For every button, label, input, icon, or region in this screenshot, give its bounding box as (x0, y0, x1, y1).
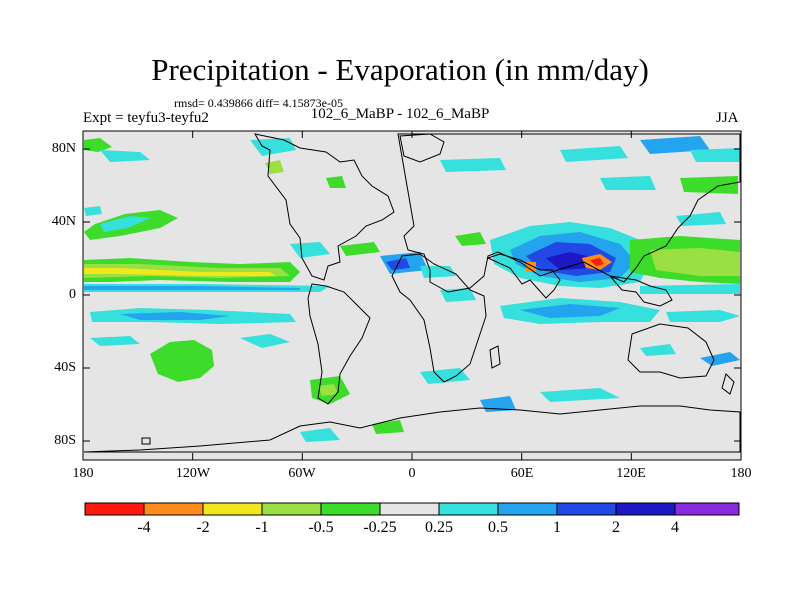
colorbar-label: -0.25 (363, 519, 397, 536)
lon-label-180w: 180 (72, 466, 94, 481)
colorbar (84, 502, 740, 516)
field-patch (640, 344, 676, 356)
field-patch (676, 212, 726, 226)
field-patch (690, 148, 740, 162)
experiment-period-subtitle: 102_6_MaBP - 102_6_MaBP (310, 106, 490, 122)
field-patch (560, 146, 628, 162)
coastline-africa (391, 253, 487, 383)
colorbar-box-2 (143, 502, 204, 516)
field-patch (600, 176, 656, 190)
coastline-new-zealand (721, 373, 735, 395)
field-patch (520, 304, 620, 318)
coastline-antarctic-island (141, 437, 151, 445)
lat-label-40s: 40S (54, 360, 76, 375)
colorbar-label: -0.5 (308, 519, 334, 536)
coastline-arabia-india (486, 253, 561, 299)
field-patch (120, 312, 230, 320)
season-label: JJA (716, 110, 739, 126)
colorbar-label: 4 (671, 519, 679, 536)
field-patch (300, 428, 340, 442)
field-patch (650, 248, 740, 276)
field-patch (100, 150, 150, 162)
colorbar-label: -4 (137, 519, 151, 536)
coastlines (83, 133, 741, 453)
axis-ticks (82, 131, 742, 460)
colorbar-box-8 (497, 502, 558, 516)
field-patch (84, 286, 300, 290)
coastline-australia (627, 323, 715, 379)
field-patch (240, 334, 290, 348)
lon-label-180e: 180 (730, 466, 752, 481)
coastline-north-america (254, 133, 395, 281)
colorbar-box-10 (615, 502, 676, 516)
colorbar-label: 2 (612, 519, 620, 536)
coastline-south-america (307, 283, 371, 405)
field-patch (420, 368, 470, 384)
field-patch (590, 258, 604, 266)
coastline-madagascar (489, 345, 501, 369)
colorbar-box-5 (320, 502, 381, 516)
field-patch (440, 158, 506, 172)
colorbar-label: 0.25 (425, 519, 453, 536)
field-patch (326, 176, 346, 188)
lon-label-120w: 120W (175, 466, 211, 481)
colorbar-box-9 (556, 502, 617, 516)
coastline-eurasia (397, 133, 741, 293)
field-patch (666, 310, 740, 322)
field-patch (265, 160, 284, 174)
field-patch (84, 268, 276, 276)
field-patch (250, 138, 296, 156)
colorbar-label: -2 (196, 519, 210, 536)
lat-label-80n: 80N (51, 141, 76, 156)
colorbar-box-11 (674, 502, 740, 516)
anomaly-field (84, 136, 740, 442)
colorbar-box-6 (379, 502, 440, 516)
lon-label-60w: 60W (288, 466, 316, 481)
colorbar-label: -1 (255, 519, 269, 536)
lat-label-0: 0 (69, 287, 76, 302)
plot-title: Precipitation - Evaporation (in mm/day) (151, 52, 649, 87)
field-patch (318, 384, 338, 396)
field-patch (90, 336, 140, 346)
field-patch (84, 206, 102, 216)
lat-label-40n: 40N (51, 214, 76, 229)
colorbar-label: 0.5 (488, 519, 508, 536)
field-patch (420, 266, 456, 278)
lon-label-60e: 60E (510, 466, 534, 481)
field-patch (290, 242, 330, 258)
coastline-southeast-asia (608, 275, 673, 307)
field-patch (100, 216, 150, 232)
field-patch (84, 138, 112, 152)
field-patch (546, 252, 596, 270)
colorbar-box-3 (202, 502, 263, 516)
lat-label-80s: 80S (54, 433, 76, 448)
lon-label-0: 0 (408, 466, 416, 481)
experiment-label: Expt = teyfu3-teyfu2 (83, 110, 209, 126)
colorbar-box-7 (438, 502, 499, 516)
field-patch (640, 284, 740, 294)
colorbar-box-1 (84, 502, 145, 516)
field-patch (455, 232, 486, 246)
colorbar-label: 1 (553, 519, 561, 536)
field-patch (680, 176, 738, 194)
lon-label-120e: 120E (616, 466, 646, 481)
colorbar-box-4 (261, 502, 322, 516)
field-patch (540, 388, 620, 402)
field-patch (640, 136, 710, 154)
coastline-antarctica (83, 405, 741, 453)
field-patch (340, 242, 380, 256)
field-patch (150, 340, 214, 382)
rmsd-diff-stats: rmsd= 0.439866 diff= 4.15873e-05 (174, 96, 343, 110)
field-patch (700, 352, 740, 366)
